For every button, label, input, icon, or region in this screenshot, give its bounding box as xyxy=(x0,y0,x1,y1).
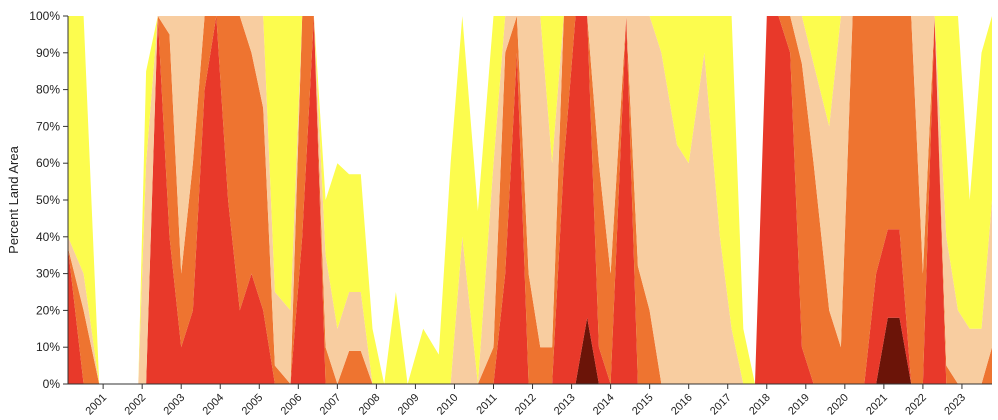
y-tick-label: 20% xyxy=(36,303,60,317)
x-tick-label: 2001 xyxy=(83,392,109,418)
x-tick-label: 2015 xyxy=(630,392,656,418)
y-tick-label: 10% xyxy=(36,340,60,354)
area xyxy=(68,16,992,384)
x-tick-label: 2022 xyxy=(903,392,929,418)
x-tick-label: 2011 xyxy=(474,392,499,417)
x-tick-label: 2005 xyxy=(240,392,266,418)
y-tick-label: 70% xyxy=(36,119,60,133)
x-tick-label: 2023 xyxy=(942,392,968,418)
x-tick-label: 2013 xyxy=(552,392,578,418)
y-tick-label: 40% xyxy=(36,230,60,244)
x-tick-label: 2010 xyxy=(435,392,461,418)
x-tick-label: 2017 xyxy=(708,392,734,418)
x-tick-label: 2019 xyxy=(786,392,812,418)
y-tick-label: 30% xyxy=(36,267,60,281)
y-axis-label: Percent Land Area xyxy=(6,145,21,253)
y-tick-label: 0% xyxy=(43,377,61,391)
x-tick-label: 2016 xyxy=(669,392,695,418)
x-tick-label: 2002 xyxy=(122,392,148,418)
y-tick-label: 80% xyxy=(36,83,60,97)
x-tick-label: 2009 xyxy=(396,392,422,418)
x-tick-label: 2012 xyxy=(513,392,539,418)
x-tick-label: 2008 xyxy=(357,392,383,418)
x-tick-label: 2007 xyxy=(318,392,344,418)
area xyxy=(68,16,992,384)
x-tick-label: 2018 xyxy=(747,392,773,418)
y-tick-label: 90% xyxy=(36,46,60,60)
y-tick-label: 60% xyxy=(36,156,60,170)
x-tick-label: 2021 xyxy=(864,392,890,418)
y-tick-label: 50% xyxy=(36,193,60,207)
area xyxy=(68,16,992,384)
x-tick-label: 2020 xyxy=(825,392,851,418)
y-tick-label: 100% xyxy=(29,9,60,23)
area xyxy=(68,317,992,384)
x-tick-label: 2006 xyxy=(279,392,305,418)
x-tick-label: 2004 xyxy=(201,392,227,418)
x-tick-label: 2003 xyxy=(162,392,188,418)
x-tick-label: 2014 xyxy=(591,392,617,418)
